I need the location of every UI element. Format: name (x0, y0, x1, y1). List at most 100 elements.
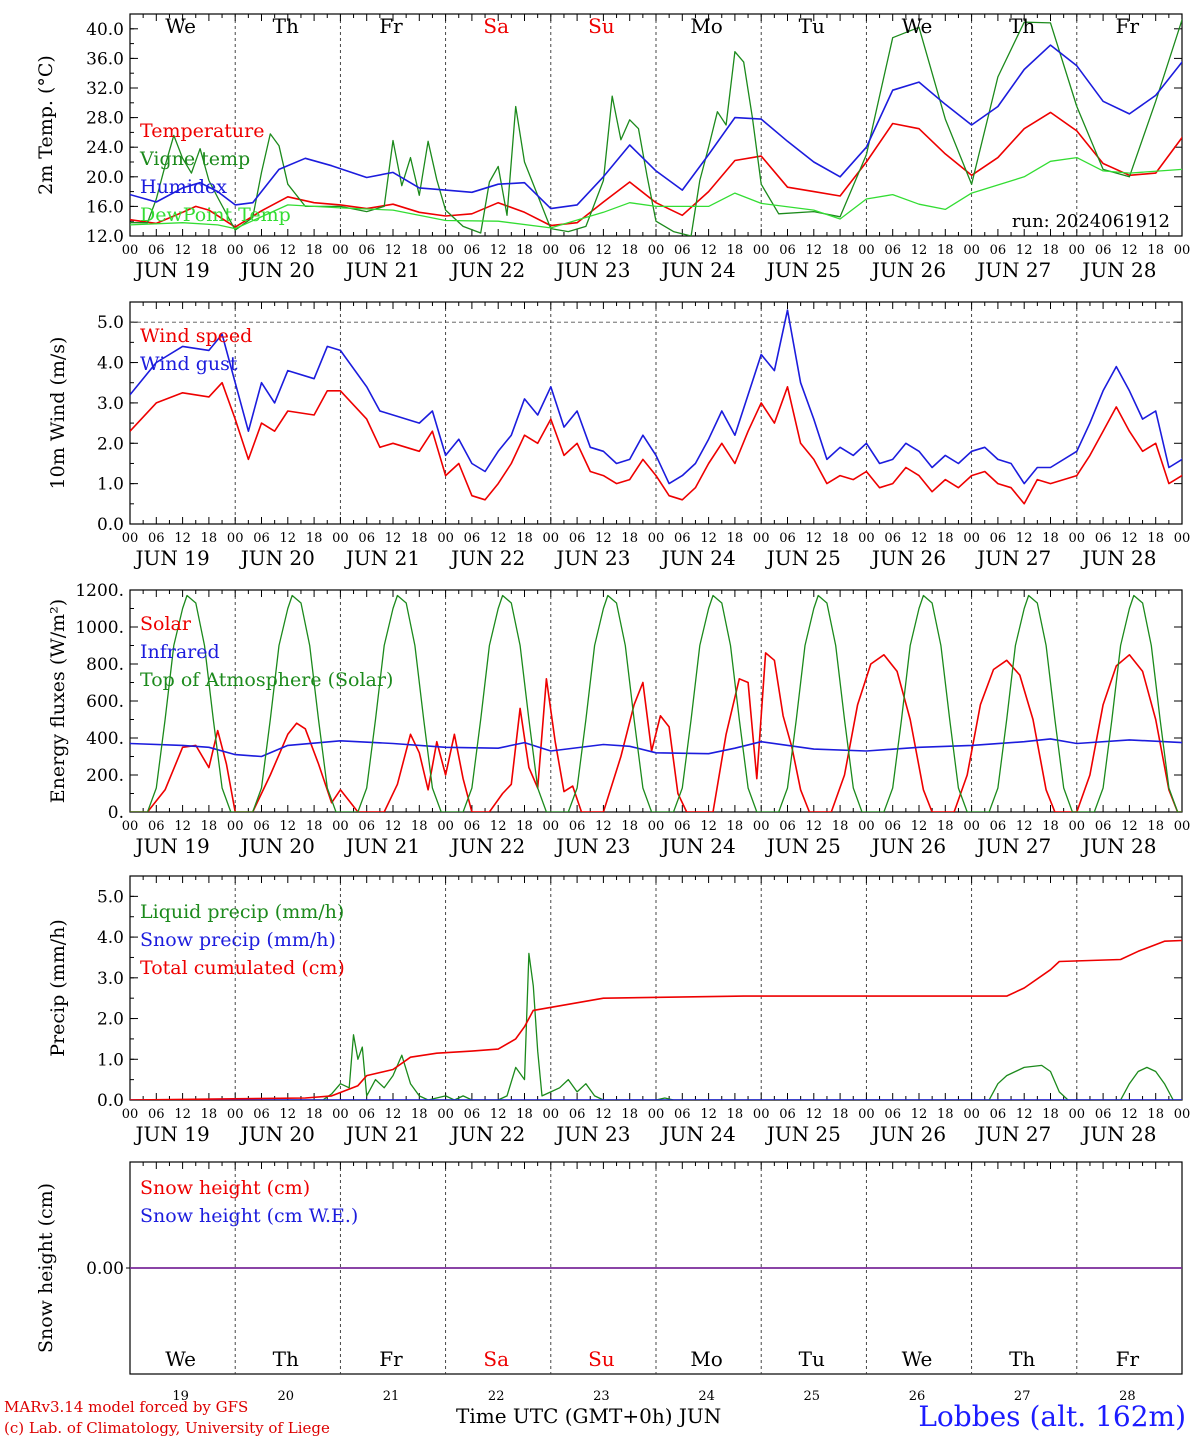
x-day-label: JUN 25 (765, 546, 841, 570)
x-day-label: JUN 24 (660, 546, 736, 570)
x-day-label: JUN 23 (554, 834, 630, 858)
x-hour-label: 00 (227, 531, 244, 546)
x-hour-label: 18 (201, 819, 218, 834)
x-day-label: JUN 26 (870, 258, 946, 282)
x-hour-label: 18 (411, 531, 428, 546)
x-hour-label: 18 (621, 819, 638, 834)
legend-entry: Total cumulated (cm) (140, 957, 345, 979)
x-day-label: JUN 19 (134, 1122, 210, 1146)
x-hour-label: 12 (806, 243, 823, 258)
x-hour-label: 12 (700, 243, 717, 258)
y-tick-label: 600. (86, 692, 124, 712)
x-day-label: JUN 23 (554, 546, 630, 570)
x-hour-label: 18 (1042, 531, 1059, 546)
day-number: 26 (909, 1389, 926, 1404)
x-hour-label: 12 (1121, 819, 1138, 834)
x-day-label: JUN 24 (660, 1122, 736, 1146)
x-hour-label: 00 (1069, 1107, 1086, 1122)
day-number: 21 (383, 1389, 400, 1404)
x-hour-label: 00 (332, 243, 349, 258)
x-hour-label: 06 (358, 531, 375, 546)
x-day-label: JUN 21 (344, 1122, 420, 1146)
x-hour-label: 06 (884, 819, 901, 834)
x-hour-label: 00 (963, 243, 980, 258)
x-hour-label: 00 (227, 819, 244, 834)
y-tick-label: 800. (86, 655, 124, 675)
x-day-label: JUN 24 (660, 834, 736, 858)
x-hour-label: 00 (122, 819, 139, 834)
y-tick-label: 1.0 (97, 1050, 124, 1070)
x-hour-label: 18 (832, 819, 849, 834)
x-axis-title: Time UTC (GMT+0h) JUN (456, 1404, 722, 1428)
x-day-label: JUN 28 (1080, 258, 1156, 282)
series-line-wind-gust (130, 309, 1182, 485)
y-tick-label: 0. (108, 803, 124, 823)
y-axis-title: Energy fluxes (W/m²) (47, 599, 69, 803)
weekday-label-bottom: Th (1009, 1347, 1035, 1371)
x-hour-label: 12 (1016, 243, 1033, 258)
x-hour-label: 00 (858, 243, 875, 258)
weekday-label-top: Sa (483, 14, 509, 38)
series-line-liquid-precip-mm-h (130, 952, 1182, 1100)
x-day-label: JUN 26 (870, 834, 946, 858)
x-hour-label: 00 (753, 1107, 770, 1122)
y-tick-label: 32.0 (86, 79, 124, 99)
x-hour-label: 18 (516, 819, 533, 834)
x-hour-label: 00 (1174, 819, 1191, 834)
legend-entry: Wind speed (140, 325, 252, 347)
x-day-label: JUN 21 (344, 258, 420, 282)
x-day-label: JUN 20 (239, 258, 315, 282)
x-hour-label: 12 (911, 243, 928, 258)
series-line-dewpoint-temp (130, 156, 1182, 230)
x-day-label: JUN 22 (449, 1122, 525, 1146)
weekday-label-top: Su (588, 14, 615, 38)
weekday-label-top: Fr (1116, 14, 1140, 38)
weekday-label-top: Tu (799, 14, 825, 38)
x-hour-label: 00 (543, 819, 560, 834)
y-tick-label: 3.0 (97, 969, 124, 989)
series-line-temperature (130, 111, 1182, 228)
x-hour-label: 06 (1095, 531, 1112, 546)
y-tick-label: 20.0 (86, 168, 124, 188)
x-hour-label: 06 (253, 1107, 270, 1122)
x-hour-label: 12 (385, 243, 402, 258)
x-hour-label: 00 (858, 1107, 875, 1122)
weekday-label-top: We (165, 14, 196, 38)
legend-entry: Snow height (cm) (140, 1177, 310, 1199)
x-hour-label: 06 (148, 1107, 165, 1122)
x-hour-label: 06 (253, 243, 270, 258)
x-day-label: JUN 22 (449, 834, 525, 858)
x-hour-label: 06 (990, 531, 1007, 546)
x-day-label: JUN 27 (975, 1122, 1051, 1146)
x-hour-label: 06 (464, 1107, 481, 1122)
x-hour-label: 00 (437, 243, 454, 258)
x-hour-label: 18 (621, 531, 638, 546)
x-hour-label: 12 (595, 531, 612, 546)
x-hour-label: 12 (490, 243, 507, 258)
x-hour-label: 06 (253, 819, 270, 834)
x-day-label: JUN 25 (765, 834, 841, 858)
x-hour-label: 00 (227, 1107, 244, 1122)
day-number: 22 (488, 1389, 505, 1404)
x-hour-label: 00 (753, 819, 770, 834)
x-day-label: JUN 27 (975, 258, 1051, 282)
x-hour-label: 12 (1121, 243, 1138, 258)
x-hour-label: 00 (1174, 531, 1191, 546)
series-line-infrared (130, 738, 1182, 758)
x-hour-label: 12 (700, 531, 717, 546)
series-line-total-cumulated-cm (130, 939, 1182, 1100)
x-day-label: JUN 26 (870, 546, 946, 570)
x-hour-label: 00 (543, 1107, 560, 1122)
x-hour-label: 00 (753, 531, 770, 546)
x-hour-label: 18 (306, 819, 323, 834)
x-day-label: JUN 24 (660, 258, 736, 282)
x-hour-label: 18 (937, 243, 954, 258)
weekday-label-bottom: Sa (483, 1347, 509, 1371)
x-hour-label: 06 (674, 819, 691, 834)
day-number: 25 (804, 1389, 821, 1404)
x-hour-label: 12 (385, 819, 402, 834)
x-hour-label: 00 (858, 819, 875, 834)
x-hour-label: 06 (779, 819, 796, 834)
x-hour-label: 00 (122, 1107, 139, 1122)
run-note: run: 2024061912 (1012, 211, 1170, 232)
